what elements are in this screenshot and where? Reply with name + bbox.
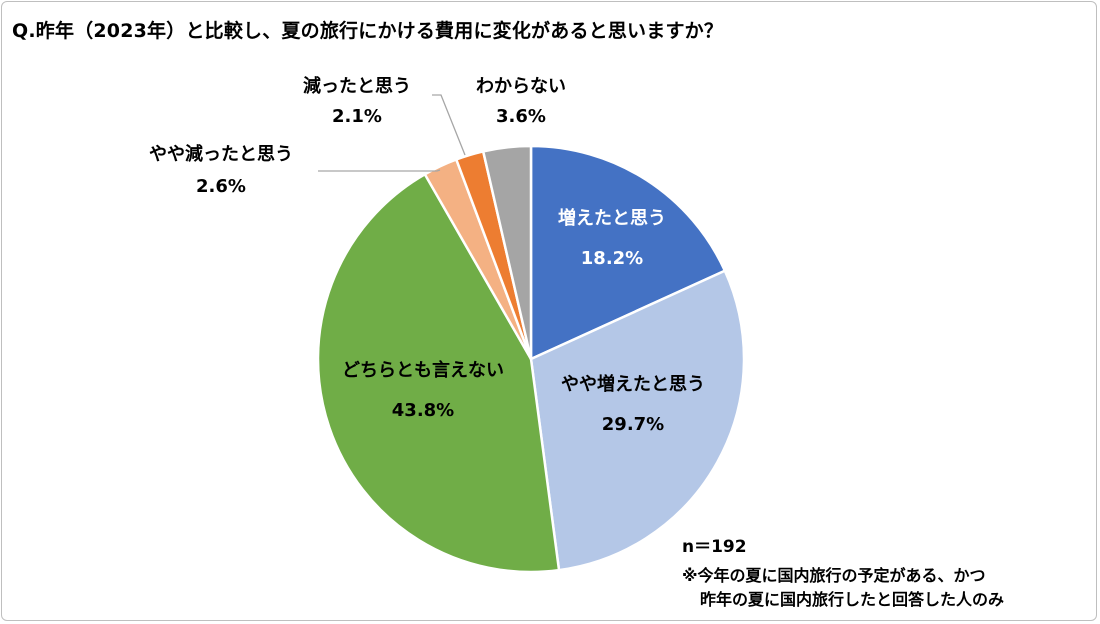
slice-value-5: 2.1% [332,106,382,127]
slice-label-4: やや減ったと思う [149,143,293,165]
slice-label-6: わからない [476,76,566,97]
footnote: ※今年の夏に国内旅行の予定がある、かつ 昨年の夏に国内旅行したと回答した人のみ [682,564,1004,612]
chart-title: Q.昨年（2023年）と比較し、夏の旅行にかける費用に変化があると思いますか？ [12,20,724,42]
pie-slice-1 [529,144,727,361]
slice-value-6: 3.6% [496,106,546,127]
slice-label-5: 減ったと思う [303,75,411,97]
leader-line-5 [432,94,466,156]
footnote-line-2: 昨年の夏に国内旅行したと回答した人のみ [700,590,1005,609]
slice-value-2: 29.7% [602,414,664,435]
slice-label-2: やや増えたと思う [561,373,705,395]
leader-line-4 [318,169,441,172]
slice-label-1: 増えたと思う [558,207,666,229]
slice-value-3: 43.8% [392,400,454,421]
slice-value-4: 2.6% [196,176,246,197]
pie-slice-2 [529,269,746,572]
footnote-line-1: ※今年の夏に国内旅行の予定がある、かつ [682,566,986,585]
sample-size-label: n＝192 [682,537,747,557]
slice-value-1: 18.2% [581,248,643,269]
pie-slice-6 [481,144,533,361]
pie-slice-3 [316,173,561,574]
slice-label-3: どちらとも言えない [342,359,504,381]
